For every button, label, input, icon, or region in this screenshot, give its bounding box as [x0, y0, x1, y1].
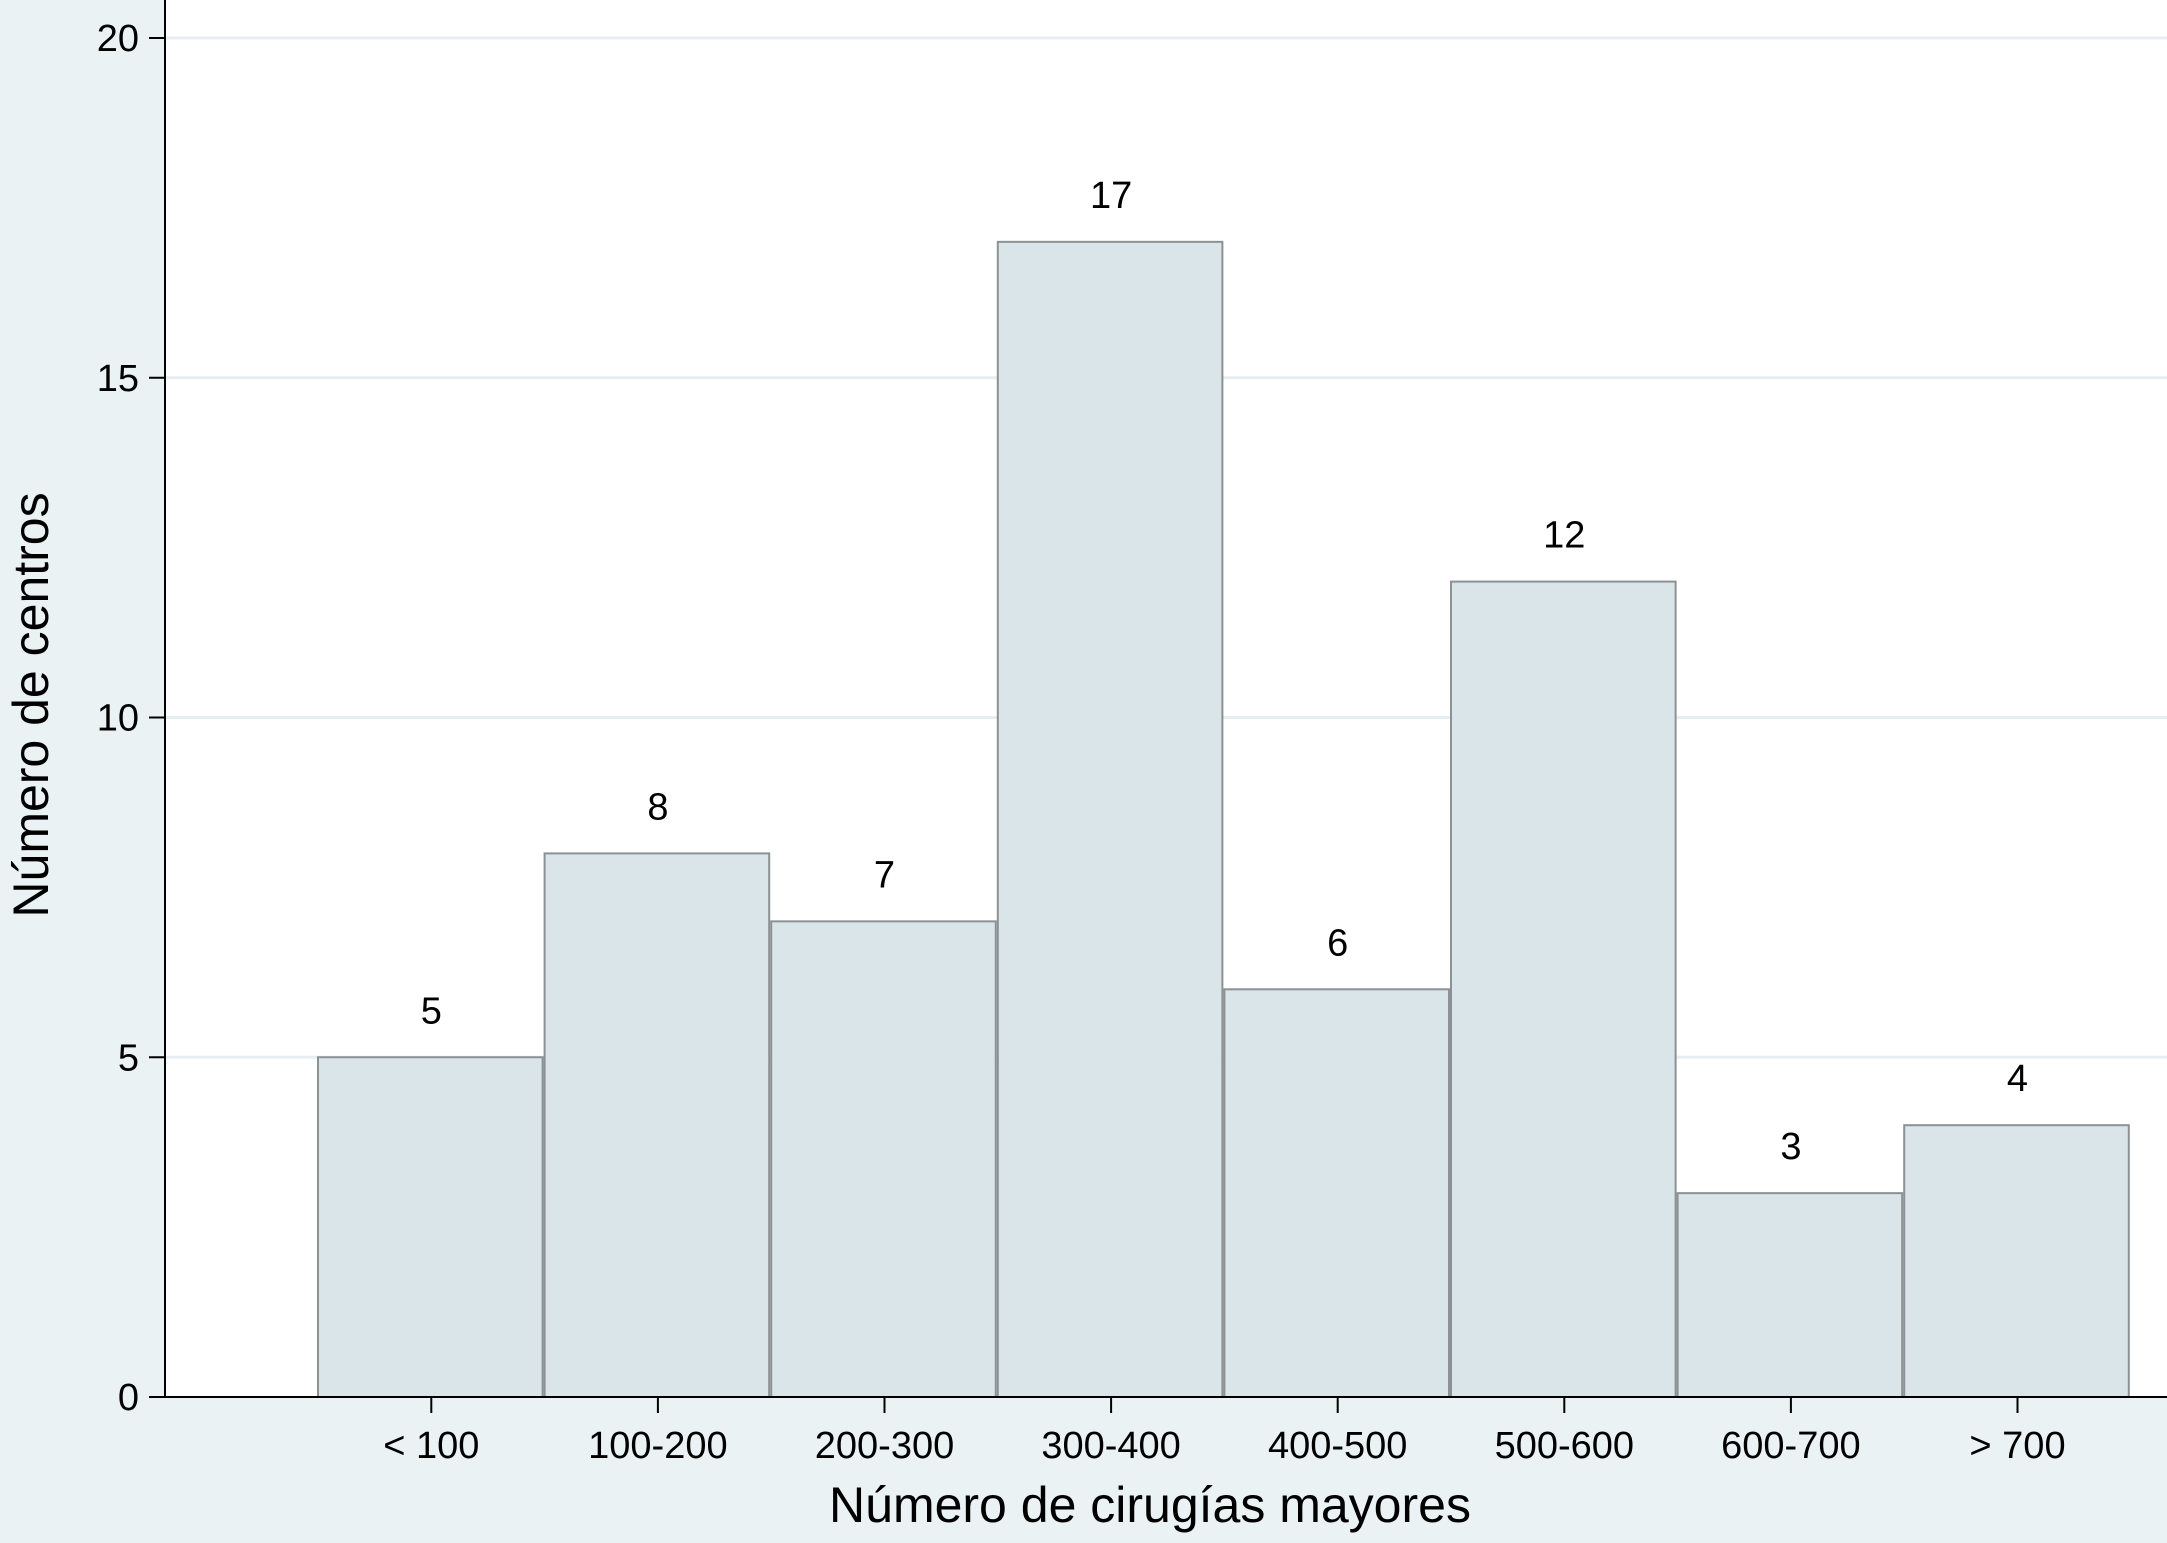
bar [317, 1056, 544, 1398]
x-tick-label: 200-300 [815, 1425, 954, 1467]
y-tick-label: 0 [118, 1377, 139, 1419]
data-labels: 5 8 7 17 6 12 3 4 [421, 175, 2028, 1168]
bar [996, 240, 1224, 1399]
data-label: 12 [1543, 515, 1585, 557]
x-tick-label: 300-400 [1041, 1425, 1180, 1467]
y-tick-label: 15 [97, 358, 139, 400]
bar [1450, 580, 1677, 1398]
bar [1223, 988, 1451, 1398]
data-label: 7 [874, 854, 895, 896]
x-tick-label: 500-600 [1495, 1425, 1634, 1467]
y-tick-label: 5 [118, 1037, 139, 1079]
bar [543, 852, 771, 1398]
data-label: 17 [1090, 175, 1132, 217]
x-tick-label: < 100 [383, 1425, 479, 1467]
data-label: 8 [647, 786, 668, 828]
y-axis-title: Número de centros [3, 492, 59, 917]
x-tick-label: 100-200 [588, 1425, 727, 1467]
bar [1676, 1192, 1904, 1399]
x-tick-label: 400-500 [1268, 1425, 1407, 1467]
x-tick-label: > 700 [1969, 1425, 2065, 1467]
x-ticks: < 100 100-200 200-300 300-400 400-500 500-600… [383, 1397, 2066, 1467]
axes [164, 0, 2167, 1398]
y-ticks: 0 5 10 15 20 [97, 18, 165, 1419]
data-label: 6 [1327, 922, 1348, 964]
y-tick-label: 10 [97, 698, 139, 740]
data-label: 3 [1780, 1126, 1801, 1168]
bar [770, 920, 997, 1398]
data-label: 5 [421, 990, 442, 1032]
x-tick-label: 600-700 [1721, 1425, 1860, 1467]
y-tick-label: 20 [97, 18, 139, 60]
data-label: 4 [2007, 1058, 2028, 1100]
bar [1903, 1124, 2130, 1398]
x-axis-title: Número de cirugías mayores [829, 1477, 1471, 1533]
